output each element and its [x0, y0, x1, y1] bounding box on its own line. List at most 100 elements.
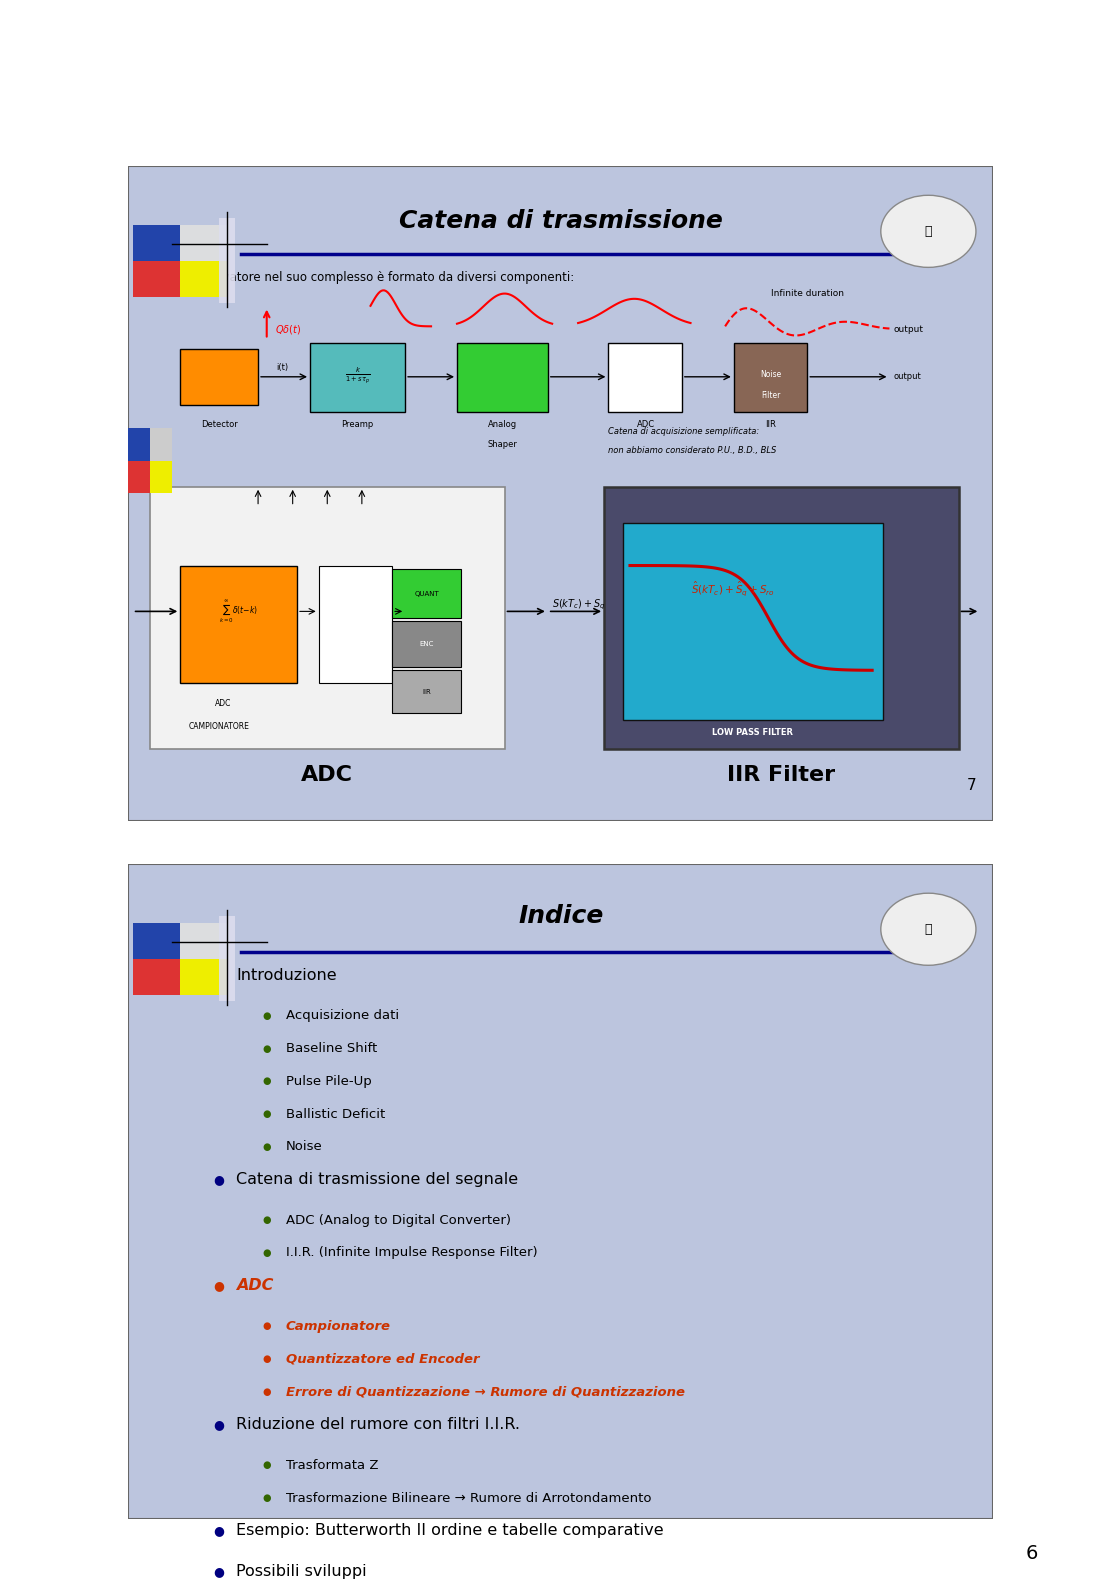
Text: Esempio: Butterworth II ordine e tabelle comparative: Esempio: Butterworth II ordine e tabelle…: [237, 1524, 664, 1538]
Text: Errore di Quantizzazione → Rumore di Quantizzazione: Errore di Quantizzazione → Rumore di Qua…: [286, 1385, 685, 1399]
Bar: [734, 343, 807, 412]
Bar: [458, 343, 548, 412]
Text: ●: ●: [262, 1142, 271, 1151]
Text: Shaper: Shaper: [488, 441, 518, 448]
Bar: [150, 428, 172, 461]
Text: CAMPIONATORE: CAMPIONATORE: [189, 722, 250, 731]
Text: ●: ●: [262, 1322, 271, 1331]
Text: ●: ●: [262, 1108, 271, 1120]
Bar: [133, 261, 181, 297]
Text: 🔬: 🔬: [925, 922, 932, 936]
Bar: [181, 958, 228, 995]
Bar: [181, 565, 297, 684]
Text: Il rilevatore nel suo complesso è formato da diversi componenti:: Il rilevatore nel suo complesso è format…: [193, 270, 575, 284]
Text: $\sum_{k=0}^{\infty}\delta(t\!-\!k)$: $\sum_{k=0}^{\infty}\delta(t\!-\!k)$: [220, 598, 259, 625]
Text: 6: 6: [1026, 1544, 1038, 1563]
Text: Detector: Detector: [201, 420, 238, 429]
Bar: [150, 486, 504, 748]
Text: ●: ●: [214, 1565, 224, 1577]
Bar: [604, 486, 959, 748]
Text: output: output: [894, 325, 924, 335]
Bar: [133, 922, 181, 958]
Bar: [310, 343, 405, 412]
Bar: [133, 224, 181, 261]
Text: output: output: [894, 373, 922, 381]
Text: Noise: Noise: [286, 1140, 323, 1153]
Text: ●: ●: [262, 1461, 271, 1470]
Text: ●: ●: [262, 1386, 271, 1397]
Text: $S(kT_c) + S_q$: $S(kT_c) + S_q$: [552, 597, 606, 613]
Text: Baseline Shift: Baseline Shift: [286, 1042, 377, 1055]
Text: $\hat{S}(kT_c) + \hat{S}_q + S_{ro}$: $\hat{S}(kT_c) + \hat{S}_q + S_{ro}$: [691, 579, 775, 598]
Text: $\frac{k}{1+s\tau_p}$: $\frac{k}{1+s\tau_p}$: [345, 365, 371, 385]
Text: i(t): i(t): [277, 363, 288, 373]
Text: Catena di trasmissione del segnale: Catena di trasmissione del segnale: [237, 1172, 519, 1187]
Circle shape: [881, 196, 975, 267]
Bar: [128, 461, 150, 493]
Text: ●: ●: [214, 1173, 224, 1186]
Text: Acquisizione dati: Acquisizione dati: [286, 1009, 398, 1022]
Text: ADC: ADC: [215, 698, 232, 707]
Bar: [181, 349, 258, 404]
Text: Analog: Analog: [489, 420, 518, 429]
Text: ●: ●: [214, 1418, 224, 1431]
Text: Quantizzatore ed Encoder: Quantizzatore ed Encoder: [286, 1353, 479, 1366]
Text: QUANT: QUANT: [414, 591, 439, 597]
Text: ADC: ADC: [237, 1279, 273, 1293]
Bar: [133, 958, 181, 995]
Text: IIR Filter: IIR Filter: [728, 766, 836, 785]
Text: Ballistic Deficit: Ballistic Deficit: [286, 1107, 385, 1121]
Text: ADC: ADC: [301, 766, 354, 785]
Text: non abbiamo considerato P.U., B.D., BLS: non abbiamo considerato P.U., B.D., BLS: [608, 447, 777, 455]
Text: Infinite duration: Infinite duration: [771, 289, 844, 298]
Bar: [392, 568, 461, 617]
Bar: [219, 218, 234, 303]
Text: ●: ●: [262, 1044, 271, 1053]
Text: Trasformazione Bilineare → Rumore di Arrotondamento: Trasformazione Bilineare → Rumore di Arr…: [286, 1492, 652, 1505]
Bar: [150, 461, 172, 493]
Bar: [608, 343, 682, 412]
Text: Pulse Pile-Up: Pulse Pile-Up: [286, 1075, 372, 1088]
Text: LOW PASS FILTER: LOW PASS FILTER: [712, 728, 793, 737]
Text: Catena di acquisizione semplificata:: Catena di acquisizione semplificata:: [608, 426, 760, 436]
Text: Trasformata Z: Trasformata Z: [286, 1459, 378, 1472]
Bar: [319, 565, 392, 684]
Text: ●: ●: [214, 968, 224, 982]
Text: ●: ●: [262, 1247, 271, 1258]
Text: ●: ●: [262, 1355, 271, 1364]
Text: Catena di trasmissione: Catena di trasmissione: [398, 210, 723, 234]
Text: Preamp: Preamp: [341, 420, 374, 429]
Text: IIR: IIR: [422, 688, 431, 695]
Text: Indice: Indice: [518, 905, 604, 928]
Text: Noise: Noise: [760, 369, 781, 379]
Text: IIR: IIR: [766, 420, 777, 429]
Text: ENC: ENC: [420, 641, 434, 647]
Bar: [219, 916, 234, 1001]
Text: ●: ●: [262, 1216, 271, 1225]
Text: Riduzione del rumore con filtri I.I.R.: Riduzione del rumore con filtri I.I.R.: [237, 1416, 520, 1432]
Bar: [392, 621, 461, 666]
Bar: [623, 523, 883, 720]
Text: ●: ●: [262, 1011, 271, 1020]
Bar: [181, 261, 228, 297]
Text: Introduzione: Introduzione: [237, 968, 337, 982]
Text: ●: ●: [262, 1494, 271, 1503]
Text: Campionatore: Campionatore: [286, 1320, 391, 1333]
Bar: [128, 428, 150, 461]
Text: ADC: ADC: [636, 420, 655, 429]
Text: $Q\delta(t)$: $Q\delta(t)$: [276, 324, 301, 336]
Text: Filter: Filter: [761, 390, 781, 399]
Text: ●: ●: [262, 1077, 271, 1086]
Text: I.I.R. (Infinite Impulse Response Filter): I.I.R. (Infinite Impulse Response Filter…: [286, 1246, 538, 1260]
Text: Possibili sviluppi: Possibili sviluppi: [237, 1563, 367, 1579]
Text: 7: 7: [966, 777, 976, 793]
Text: ADC (Analog to Digital Converter): ADC (Analog to Digital Converter): [286, 1214, 511, 1227]
Circle shape: [881, 894, 975, 965]
Text: 🔬: 🔬: [925, 224, 932, 238]
Bar: [181, 224, 228, 261]
Bar: [392, 671, 461, 714]
Bar: [181, 922, 228, 958]
Text: ●: ●: [214, 1279, 224, 1292]
Text: ●: ●: [214, 1524, 224, 1538]
Text: ◆: ◆: [171, 270, 181, 284]
